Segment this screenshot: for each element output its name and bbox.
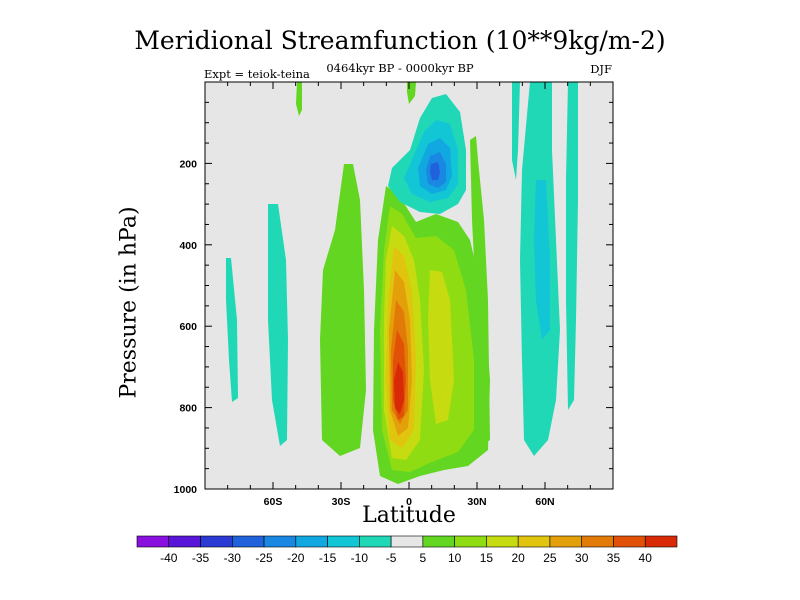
colorbar-swatch (486, 535, 519, 548)
colorbar-label: 10 (448, 551, 462, 565)
x-tick-label: 30N (467, 496, 486, 508)
contour-north-cyan-thin-2 (566, 82, 578, 410)
y-tick-label: 800 (179, 403, 197, 415)
contour-hadley-15-north (428, 270, 454, 424)
colorbar-label: -30 (224, 551, 242, 565)
colorbar-label: 30 (575, 551, 589, 565)
contour-south-negative-2 (268, 204, 288, 446)
chart-subtitle: 0464kyr BP - 0000kyr BP (326, 61, 474, 75)
colorbar-swatch (549, 535, 583, 548)
season-label: DJF (590, 62, 612, 76)
colorbar-label: 35 (607, 551, 621, 565)
x-axis-label: Latitude (362, 503, 456, 528)
colorbar-swatch (454, 535, 487, 548)
colorbar-swatch (168, 535, 201, 548)
y-tick-label: 200 (179, 158, 197, 170)
colorbar-label: -5 (386, 551, 397, 565)
colorbar-label: 25 (543, 551, 557, 565)
colorbar-swatch (359, 535, 392, 548)
colorbar-swatch (327, 535, 360, 548)
colorbar-swatch (422, 535, 455, 548)
colorbar-swatch (581, 535, 614, 548)
y-tick-label: 600 (179, 321, 197, 333)
contour-fills (226, 82, 578, 484)
colorbar-swatch (200, 535, 233, 548)
chart-title: Meridional Streamfunction (10**9kg/m-2) (134, 26, 666, 55)
y-axis: 200 400 600 800 1000 (174, 81, 613, 496)
colorbar-swatch (231, 535, 265, 548)
colorbar: -40 -35 -30 -25 -20 -15 -10 -5 5 10 15 20 25 30 35 40 (136, 535, 678, 565)
colorbar-swatch (644, 535, 678, 548)
colorbar-label: 20 (511, 551, 525, 565)
y-tick-label: 400 (179, 240, 197, 252)
experiment-label: Expt = teiok-teina (204, 67, 310, 81)
colorbar-label: -10 (351, 551, 369, 565)
colorbar-label: -40 (160, 551, 178, 565)
contour-hadley-40 (394, 362, 404, 414)
colorbar-label: -15 (319, 551, 337, 565)
colorbar-label: 15 (480, 551, 494, 565)
contour-north-band (470, 136, 490, 444)
contour-south-negative-1 (226, 258, 238, 402)
y-tick-label: 1000 (174, 484, 198, 496)
x-tick-label: 0 (406, 496, 412, 508)
contour-subtropical-positive-south (320, 164, 366, 456)
contour-north-cyan-thin-1 (512, 82, 520, 180)
contour-north-cyan-inner (534, 180, 550, 340)
colorbar-label: -20 (287, 551, 305, 565)
colorbar-swatch (295, 535, 328, 548)
colorbar-swatch (517, 535, 551, 548)
x-tick-label: 30S (332, 496, 351, 508)
contour-upper-negative-25 (430, 162, 440, 180)
x-tick-label: 60S (264, 496, 283, 508)
colorbar-label: -35 (192, 551, 210, 565)
colorbar-label: 40 (639, 551, 653, 565)
colorbar-swatch (613, 535, 646, 548)
colorbar-label: 5 (420, 551, 427, 565)
colorbar-label: -25 (255, 551, 273, 565)
x-tick-label: 60N (535, 496, 554, 508)
colorbar-swatch (263, 535, 297, 548)
x-axis: 60S 30S 0 30N 60N (204, 82, 614, 508)
colorbar-swatch (136, 535, 170, 548)
colorbar-swatch (390, 535, 424, 548)
contour-positive-streak-1 (296, 82, 302, 116)
